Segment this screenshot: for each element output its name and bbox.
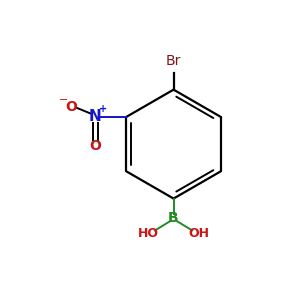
Text: N: N: [89, 110, 102, 124]
Text: −: −: [59, 95, 69, 105]
Text: HO: HO: [138, 227, 159, 240]
Text: O: O: [89, 139, 101, 153]
Text: OH: OH: [188, 227, 209, 240]
Text: B: B: [168, 211, 179, 225]
Text: Br: Br: [166, 54, 181, 68]
Text: +: +: [99, 104, 107, 114]
Text: O: O: [65, 100, 77, 114]
